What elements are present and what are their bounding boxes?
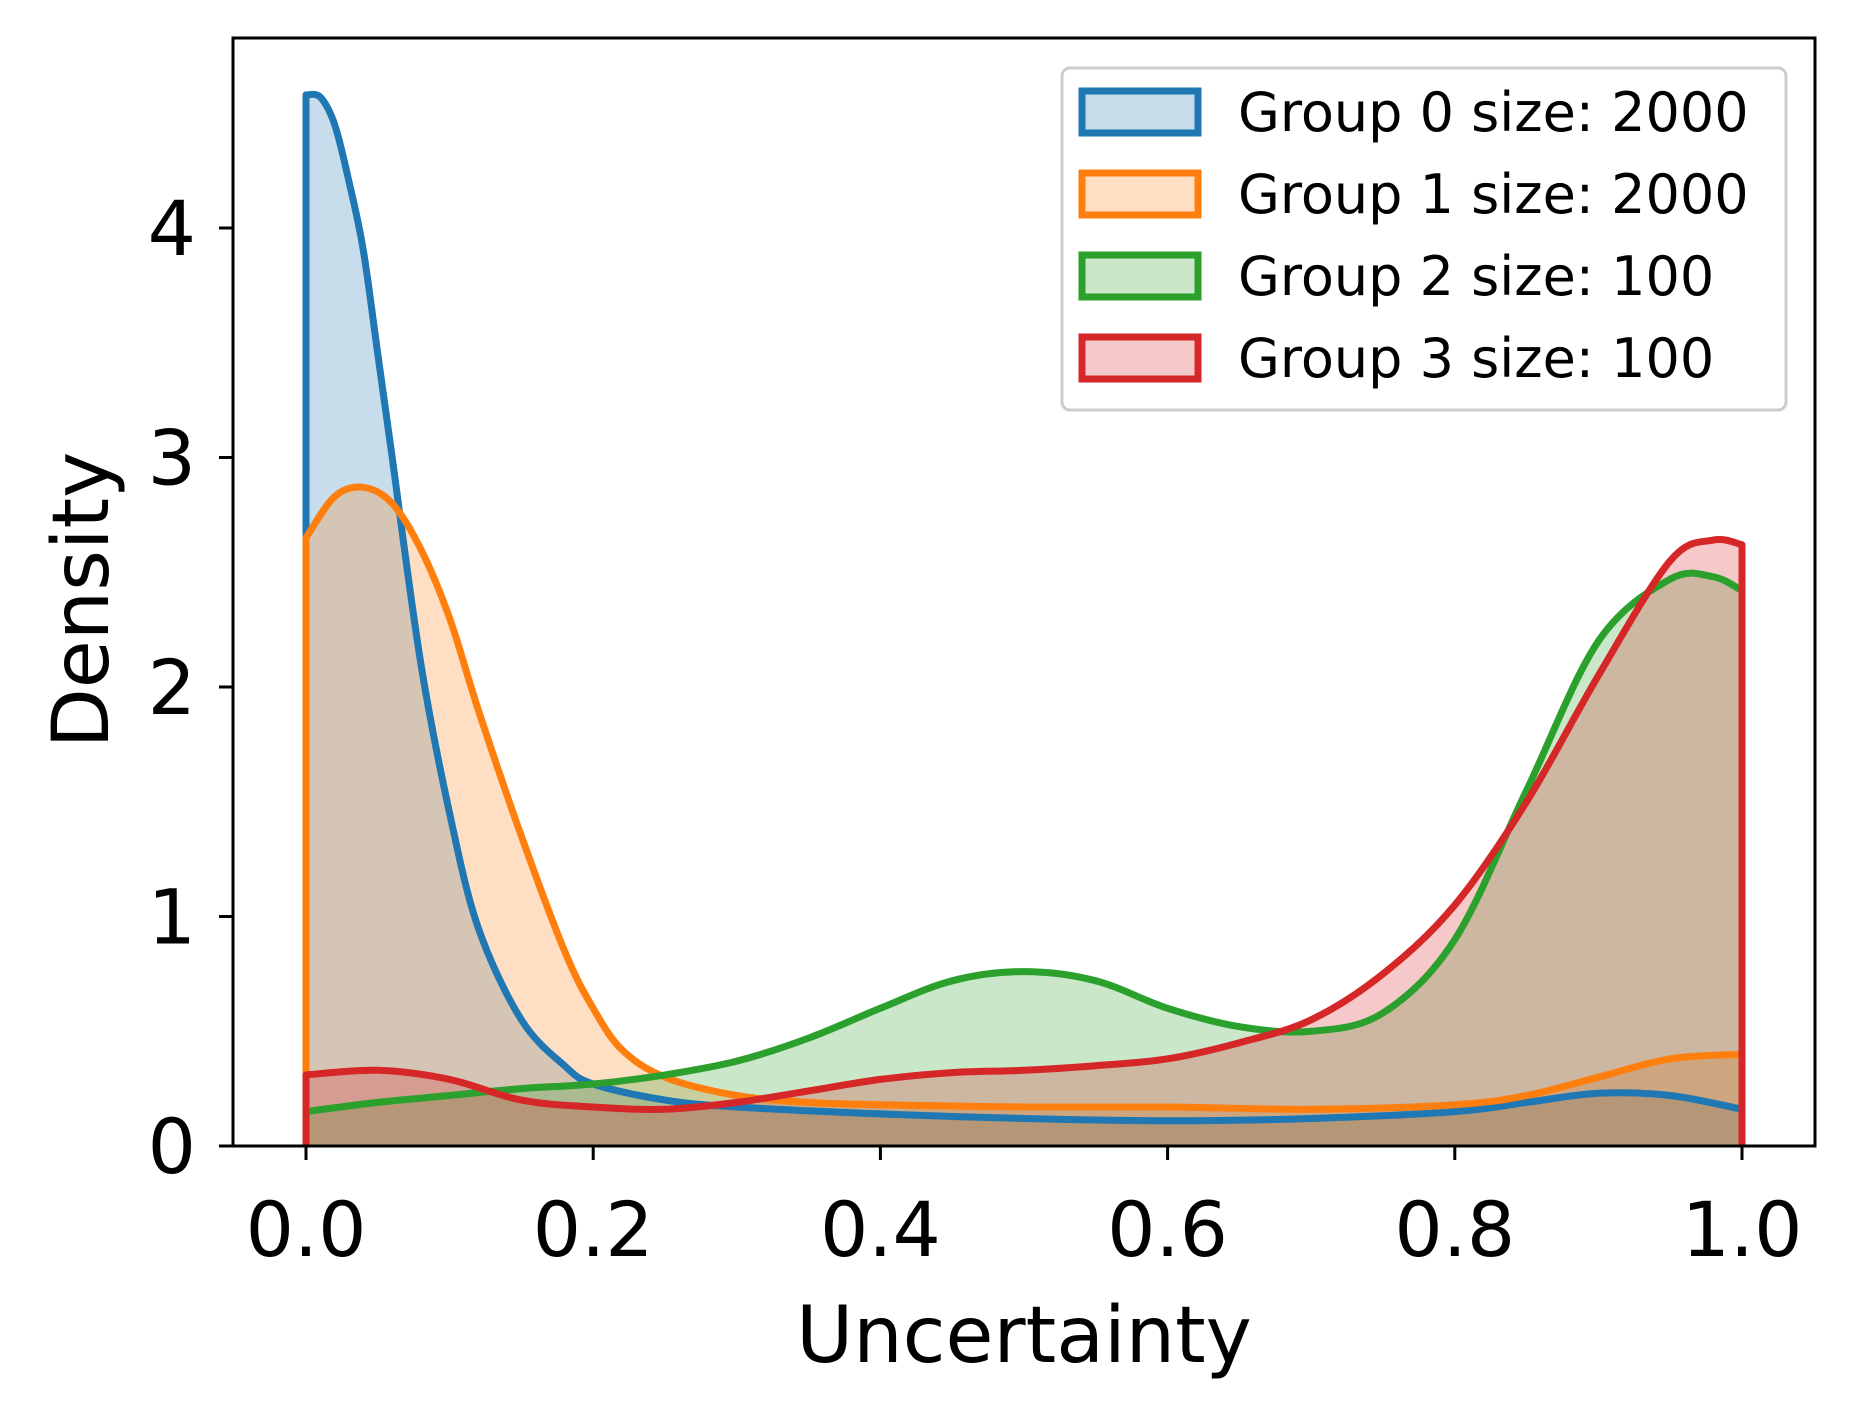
y-axis: 0 1 2 3 4 bbox=[148, 184, 233, 1191]
legend-label-group-2: Group 2 size: 100 bbox=[1238, 245, 1714, 308]
legend-label-group-1: Group 1 size: 2000 bbox=[1238, 163, 1749, 226]
x-tick-label: 1.0 bbox=[1682, 1185, 1803, 1274]
y-tick-label: 1 bbox=[148, 873, 196, 962]
legend-swatch-group-0 bbox=[1078, 87, 1202, 137]
plot-frame bbox=[231, 36, 1817, 1148]
legend-swatch-group-3 bbox=[1078, 333, 1202, 383]
x-axis: 0.0 0.2 0.4 0.6 0.8 1.0 bbox=[246, 1146, 1803, 1274]
x-tick-label: 0.2 bbox=[533, 1185, 654, 1274]
series-line-group-2 bbox=[302, 569, 1746, 1146]
y-axis-title: Density bbox=[37, 452, 127, 749]
series-area-group-2 bbox=[306, 573, 1742, 1146]
y-tick-label: 2 bbox=[148, 643, 196, 732]
legend: Group 0 size: 2000 Group 1 size: 2000 Grou… bbox=[1060, 66, 1788, 412]
legend-swatch-group-2 bbox=[1078, 251, 1202, 301]
y-tick-label: 0 bbox=[148, 1102, 196, 1191]
x-axis-title: Uncertainty bbox=[796, 1291, 1252, 1381]
x-tick-label: 0.0 bbox=[246, 1185, 367, 1274]
series-line-group-3 bbox=[302, 535, 1746, 1146]
x-tick-label: 0.6 bbox=[1107, 1185, 1228, 1274]
series-area-group-0 bbox=[306, 94, 1742, 1147]
series-area-group-3 bbox=[306, 539, 1742, 1146]
legend-label-group-0: Group 0 size: 2000 bbox=[1238, 81, 1749, 144]
density-lines bbox=[302, 90, 1746, 1146]
series-line-group-1 bbox=[302, 483, 1746, 1146]
legend-swatch-group-1 bbox=[1078, 169, 1202, 219]
x-tick-label: 0.4 bbox=[820, 1185, 941, 1274]
legend-box bbox=[1060, 66, 1788, 412]
x-tick-label: 0.8 bbox=[1394, 1185, 1515, 1274]
y-tick-label: 4 bbox=[148, 184, 196, 273]
series-line-group-0 bbox=[302, 90, 1746, 1146]
y-tick-label: 3 bbox=[148, 414, 196, 503]
legend-label-group-3: Group 3 size: 100 bbox=[1238, 327, 1714, 390]
